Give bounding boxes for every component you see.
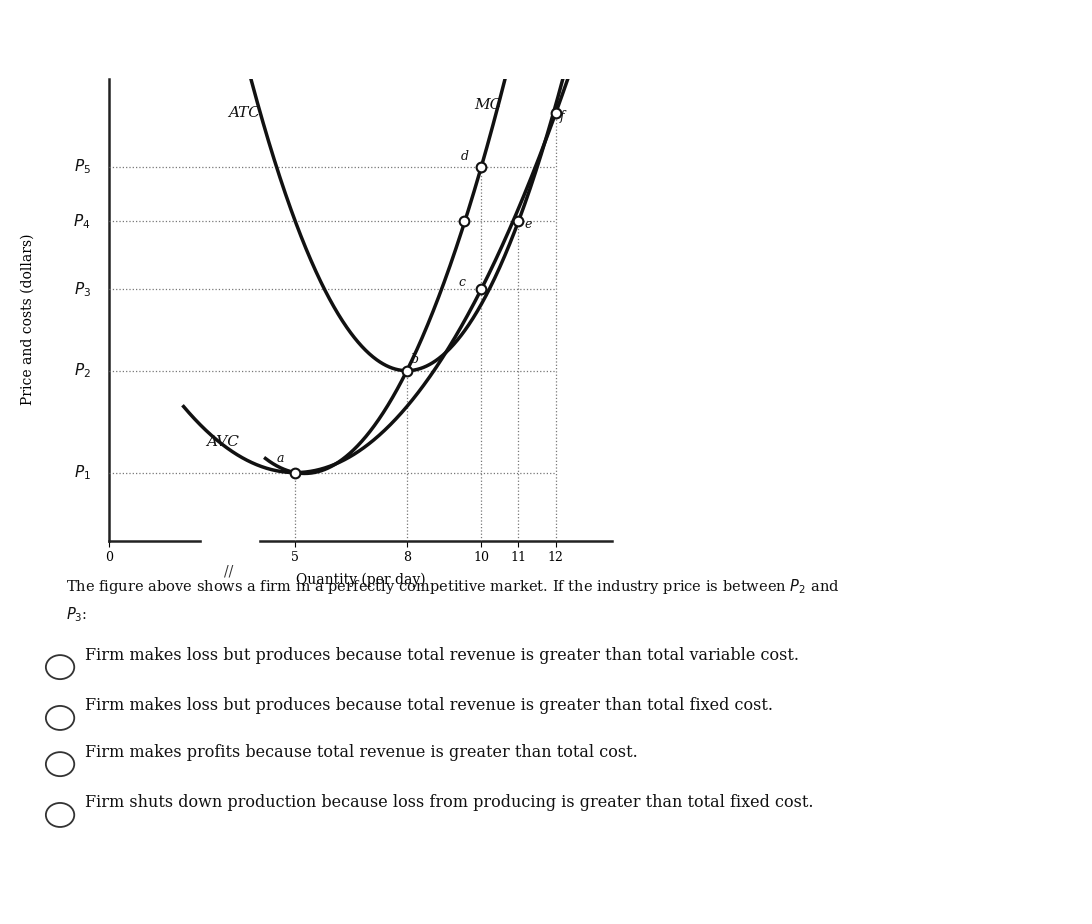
Text: $P_2$: $P_2$ [74, 361, 91, 380]
Text: MC: MC [474, 98, 501, 112]
Bar [202, 534, 258, 561]
Text: $P_3$: $P_3$ [73, 280, 91, 298]
Text: Firm makes loss but produces because total revenue is greater than total variabl: Firm makes loss but produces because tot… [85, 647, 799, 663]
Text: Firm shuts down production because loss from producing is greater than total fix: Firm shuts down production because loss … [85, 795, 814, 811]
Text: Firm makes loss but produces because total revenue is greater than total fixed c: Firm makes loss but produces because tot… [85, 698, 773, 714]
Text: //: // [224, 565, 233, 578]
Text: d: d [461, 150, 468, 163]
Text: The figure above shows a firm in a perfectly competitive market. If the industry: The figure above shows a firm in a perfe… [66, 578, 839, 597]
Text: e: e [524, 218, 532, 231]
X-axis label: Quantity (per day): Quantity (per day) [296, 572, 425, 587]
Text: $P_5$: $P_5$ [73, 157, 91, 176]
Text: ATC: ATC [228, 106, 260, 120]
Text: $P_1$: $P_1$ [73, 463, 91, 482]
Text: f: f [560, 110, 565, 123]
Text: AVC: AVC [206, 435, 239, 449]
Text: b: b [411, 353, 418, 366]
Text: c: c [459, 275, 466, 289]
Text: $P_4$: $P_4$ [73, 212, 91, 231]
Text: Price and costs (dollars): Price and costs (dollars) [21, 233, 34, 405]
Text: Firm makes profits because total revenue is greater than total cost.: Firm makes profits because total revenue… [85, 744, 638, 760]
Text: $P_3$:: $P_3$: [66, 605, 86, 624]
Text: a: a [276, 453, 284, 466]
